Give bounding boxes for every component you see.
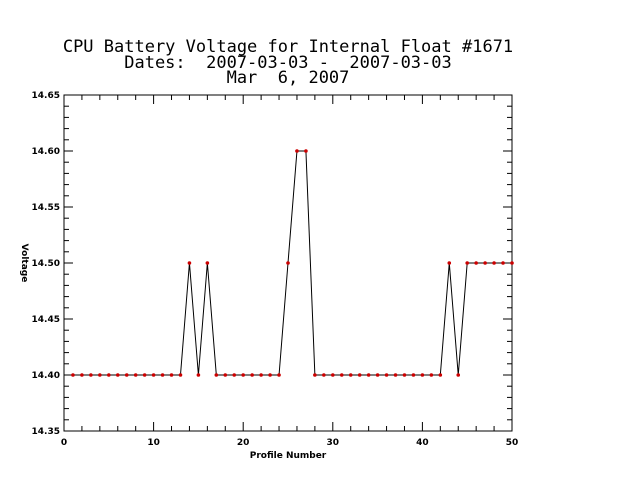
data-point [151,373,156,377]
data-point [474,261,478,265]
x-tick-label: 0 [61,438,67,448]
data-point [339,373,344,377]
data-point [322,373,326,377]
data-point [286,261,290,265]
x-tick-label: 40 [416,438,429,448]
axis-ticks [63,94,513,432]
chart-title-line-2: Dates: 2007-03-03 - 2007-03-03 [124,53,452,73]
data-point [115,373,120,377]
data-point [107,373,111,377]
data-point [196,373,201,377]
chart-title-line-3: Mar 6, 2007 [226,68,350,88]
chart-title-line-1: CPU Battery Voltage for Internal Float #… [62,37,514,57]
data-point [223,373,228,377]
data-point [357,373,362,377]
series-markers [71,149,514,377]
data-point [510,261,514,265]
data-point [331,373,335,377]
data-point [366,373,371,377]
y-tick-label: 14.40 [32,371,60,381]
data-point [241,373,245,377]
data-point [429,373,434,377]
data-point [232,373,237,377]
x-axis-label: Profile Number [250,451,327,461]
data-point [71,373,75,377]
data-point [483,261,487,265]
data-point [277,373,281,377]
data-point [384,373,389,377]
data-point [250,373,254,377]
data-point [80,373,84,377]
data-point [124,373,129,377]
data-point [375,373,380,377]
data-point [160,373,165,377]
x-tick-label: 20 [237,438,250,448]
y-axis-label: Voltage [19,244,29,283]
y-tick-label: 14.55 [32,203,60,213]
y-tick-label: 14.50 [32,259,60,269]
data-point [214,373,219,377]
data-point [205,261,210,265]
data-point [402,373,407,377]
data-point [142,373,147,377]
data-point [420,373,425,377]
y-tick-label: 14.65 [32,91,60,101]
data-point [393,373,398,377]
data-point [501,261,505,265]
series-line [72,150,512,376]
y-tick-label: 14.45 [32,315,60,325]
data-point [268,373,272,377]
data-point [178,373,183,377]
data-point [313,373,317,377]
axis-tick-labels: 0 10 20 30 40 50 14.35 14.40 14.45 14.50 14.55 14.6… [32,91,519,448]
data-point [447,261,452,265]
data-point [133,373,138,377]
data-point [348,373,353,377]
y-tick-label: 14.35 [32,427,60,437]
data-point [295,149,299,153]
x-tick-label: 10 [147,438,160,448]
data-point [169,373,174,377]
data-point [89,373,93,377]
x-tick-label: 30 [327,438,340,448]
data-point [411,373,416,377]
data-point [187,261,192,265]
x-tick-label: 50 [506,438,519,448]
data-point [259,373,263,377]
data-point [438,373,443,377]
data-point [456,373,461,377]
data-point [98,373,102,377]
data-point [304,149,308,153]
data-point [465,261,470,265]
data-point [492,261,496,265]
y-tick-label: 14.60 [32,147,60,157]
